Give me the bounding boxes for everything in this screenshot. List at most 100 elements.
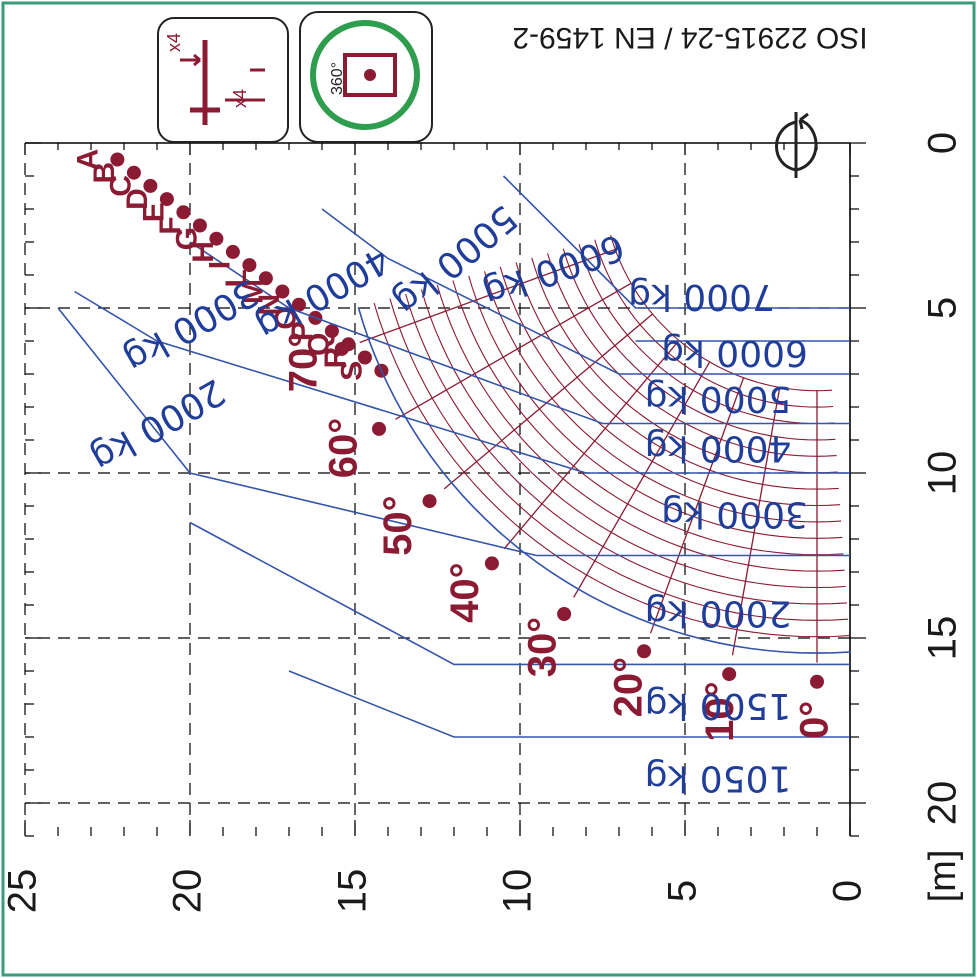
extension-label: O [269, 306, 302, 329]
extension-dot [209, 231, 224, 246]
load-zone-label-group: 5000 kg [645, 378, 792, 419]
load-zone-label: 4000 kg [645, 428, 792, 469]
load-zone-label-group: 2000 kg [84, 370, 232, 479]
extension-label: L [220, 269, 253, 287]
angle-label: 0° [793, 701, 837, 739]
extension-label: N [253, 294, 286, 316]
angle-label-group: 40° [443, 562, 487, 623]
extension-arc [483, 271, 842, 523]
stabiliser-icon: x4 x4 [157, 17, 289, 143]
angle-label: 30° [521, 617, 565, 678]
extension-label-group: R [319, 346, 352, 368]
extension-label: G [170, 227, 203, 250]
extension-arc [452, 280, 844, 556]
angle-ray [649, 377, 745, 634]
extension-dot [341, 337, 356, 352]
angle-label: 20° [607, 657, 651, 718]
angle-label: 40° [443, 562, 487, 623]
y-tick-label-group: 20 [166, 869, 210, 914]
load-zone-boundary [502, 175, 850, 309]
extension-label: H [187, 241, 220, 263]
angle-label-group: 0° [793, 701, 837, 739]
angle-label-group: 10° [698, 681, 742, 742]
load-zone-label-group: 4000 kg [645, 428, 792, 469]
angle-label-group: 30° [521, 617, 565, 678]
extension-label-group: C [104, 175, 137, 197]
extension-label: P [286, 321, 319, 341]
load-zone-label-group: 3000 kg [117, 271, 265, 380]
angle-dot [810, 674, 824, 689]
angle-label: 60° [322, 418, 366, 479]
angle-ray [573, 361, 711, 598]
load-zone-label: 2000 kg [84, 370, 232, 479]
extension-label-group: B [88, 162, 121, 184]
load-zone-boundary [189, 521, 850, 666]
x-tick-label-group: 20 [921, 781, 965, 826]
x-axis-unit-label-group: [m] [922, 850, 964, 903]
extension-label: I [203, 261, 236, 269]
extension-label: M [236, 279, 269, 304]
extension-dot [159, 192, 174, 207]
extension-arc [562, 248, 836, 441]
load-zone-label-group: 3000 kg [661, 494, 808, 535]
extension-label-group: A [71, 149, 104, 171]
load-zone-label-group: 7000 kg [628, 276, 775, 317]
load-zone-label: 3000 kg [117, 271, 265, 380]
angle-dot [722, 667, 737, 682]
extension-label: A [71, 149, 104, 171]
load-zone-label-group: 6000 kg [661, 332, 808, 373]
load-zone-boundary [288, 670, 850, 738]
load-zone-label-group: 1500 kg [645, 685, 792, 726]
y-tick-label: 20 [166, 869, 210, 914]
slew-arrow-icon [775, 112, 818, 178]
extension-dot [126, 165, 141, 180]
x-tick-label: 15 [921, 616, 965, 661]
angle-dot [422, 494, 437, 509]
extension-arc [578, 244, 835, 425]
extension-label: Q [302, 333, 335, 356]
extension-label: D [121, 188, 154, 210]
extension-label-group: M [236, 279, 269, 304]
extension-dot [324, 324, 339, 339]
extension-arc [499, 266, 841, 507]
angle-dot [484, 556, 499, 571]
extension-arc [420, 289, 846, 589]
y-tick-label-group: 10 [496, 869, 540, 914]
angle-label-group: 20° [607, 657, 651, 718]
angle-ray [731, 387, 781, 656]
extension-arc [610, 235, 833, 392]
extension-dot [275, 284, 290, 299]
load-zone-label: 6000 kg [661, 332, 808, 373]
y-tick-label: 15 [331, 869, 375, 914]
extension-label-group: O [269, 306, 302, 329]
extension-dot [357, 350, 372, 365]
extension-dot [192, 218, 207, 233]
angle-ray [359, 248, 616, 344]
x-tick-label: 5 [921, 297, 965, 319]
extension-label: E [137, 202, 170, 222]
load-zone-label: 7000 kg [628, 276, 775, 317]
load-zone-label: 1500 kg [645, 685, 792, 726]
x-tick-label: 10 [921, 451, 965, 496]
extension-dot [176, 205, 191, 220]
angle-ray [395, 282, 632, 420]
extension-label-group: S [335, 361, 368, 381]
extension-arc [436, 284, 845, 572]
header-panel: ISO 22915-24 / EN 1459-2 x4 x4 360° [157, 11, 868, 178]
load-zone-boundary [57, 307, 850, 557]
extension-dot [225, 244, 240, 259]
x-tick-label-group: 5 [921, 297, 965, 319]
x-axis-unit-label: [m] [922, 850, 964, 903]
extension-dot [242, 258, 257, 273]
x-tick-label: 20 [921, 781, 965, 826]
stabiliser-count-h: x4 [164, 33, 184, 52]
angle-label-group: 50° [376, 495, 420, 556]
load-zone-label: 5000 kg [645, 378, 792, 419]
x-tick-label-group: 15 [921, 616, 965, 661]
extension-label: S [335, 361, 368, 381]
extension-label: R [319, 346, 352, 368]
load-zone-label-group: 1050 kg [645, 758, 792, 799]
